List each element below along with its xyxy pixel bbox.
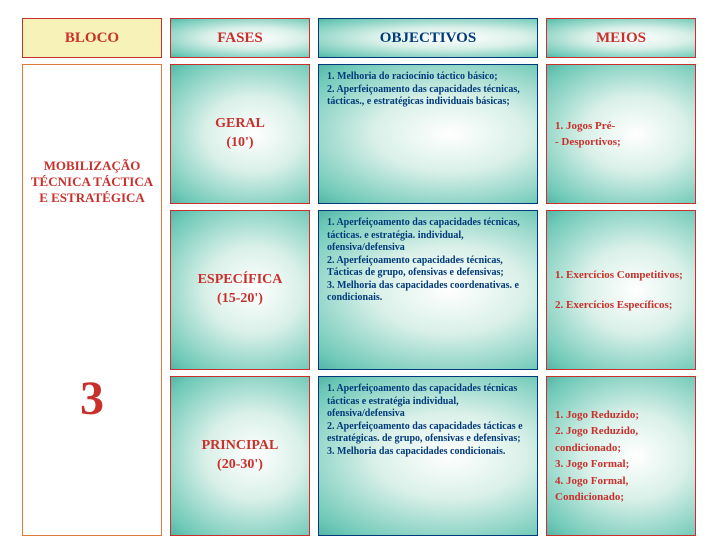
header-fases: FASES — [170, 18, 310, 58]
header-bloco: BLOCO — [22, 18, 162, 58]
bloco-column: MOBILIZAÇÃO TÉCNICA TÁCTICA E ESTRATÉGIC… — [22, 64, 162, 536]
meio-item: 1. Jogo Reduzido; — [555, 407, 687, 424]
meio-item: 1. Exercícios Competitivos; — [555, 267, 687, 284]
meio-item: 2. Exercícios Específicos; — [555, 297, 687, 314]
meio-item: 2. Jogo Reduzido, condicionado; — [555, 423, 687, 456]
meio-item: 1. Jogos Pré- — [555, 118, 687, 135]
meios-geral: 1. Jogos Pré- - Desportivos; — [546, 64, 696, 204]
obj-principal: 1. Aperfeiçoamento das capacidades técni… — [318, 376, 538, 536]
obj-especifica: 1. Aperfeiçoamento das capacidades técni… — [318, 210, 538, 370]
meios-principal: 1. Jogo Reduzido; 2. Jogo Reduzido, cond… — [546, 376, 696, 536]
header-meios: MEIOS — [546, 18, 696, 58]
fase-geral: GERAL(10') — [170, 64, 310, 204]
bloco-title: MOBILIZAÇÃO TÉCNICA TÁCTICA E ESTRATÉGIC… — [29, 158, 155, 207]
header-objectivos: OBJECTIVOS — [318, 18, 538, 58]
obj-geral: 1. Melhoria do raciocínio táctico básico… — [318, 64, 538, 204]
fase-especifica: ESPECÍFICA(15-20') — [170, 210, 310, 370]
meio-item: 4. Jogo Formal, Condicionado; — [555, 473, 687, 506]
bloco-number: 3 — [80, 371, 104, 426]
meio-item: 3. Jogo Formal; — [555, 456, 687, 473]
meio-item: - Desportivos; — [555, 134, 687, 151]
meios-especifica: 1. Exercícios Competitivos; 2. Exercício… — [546, 210, 696, 370]
fase-principal: PRINCIPAL(20-30') — [170, 376, 310, 536]
